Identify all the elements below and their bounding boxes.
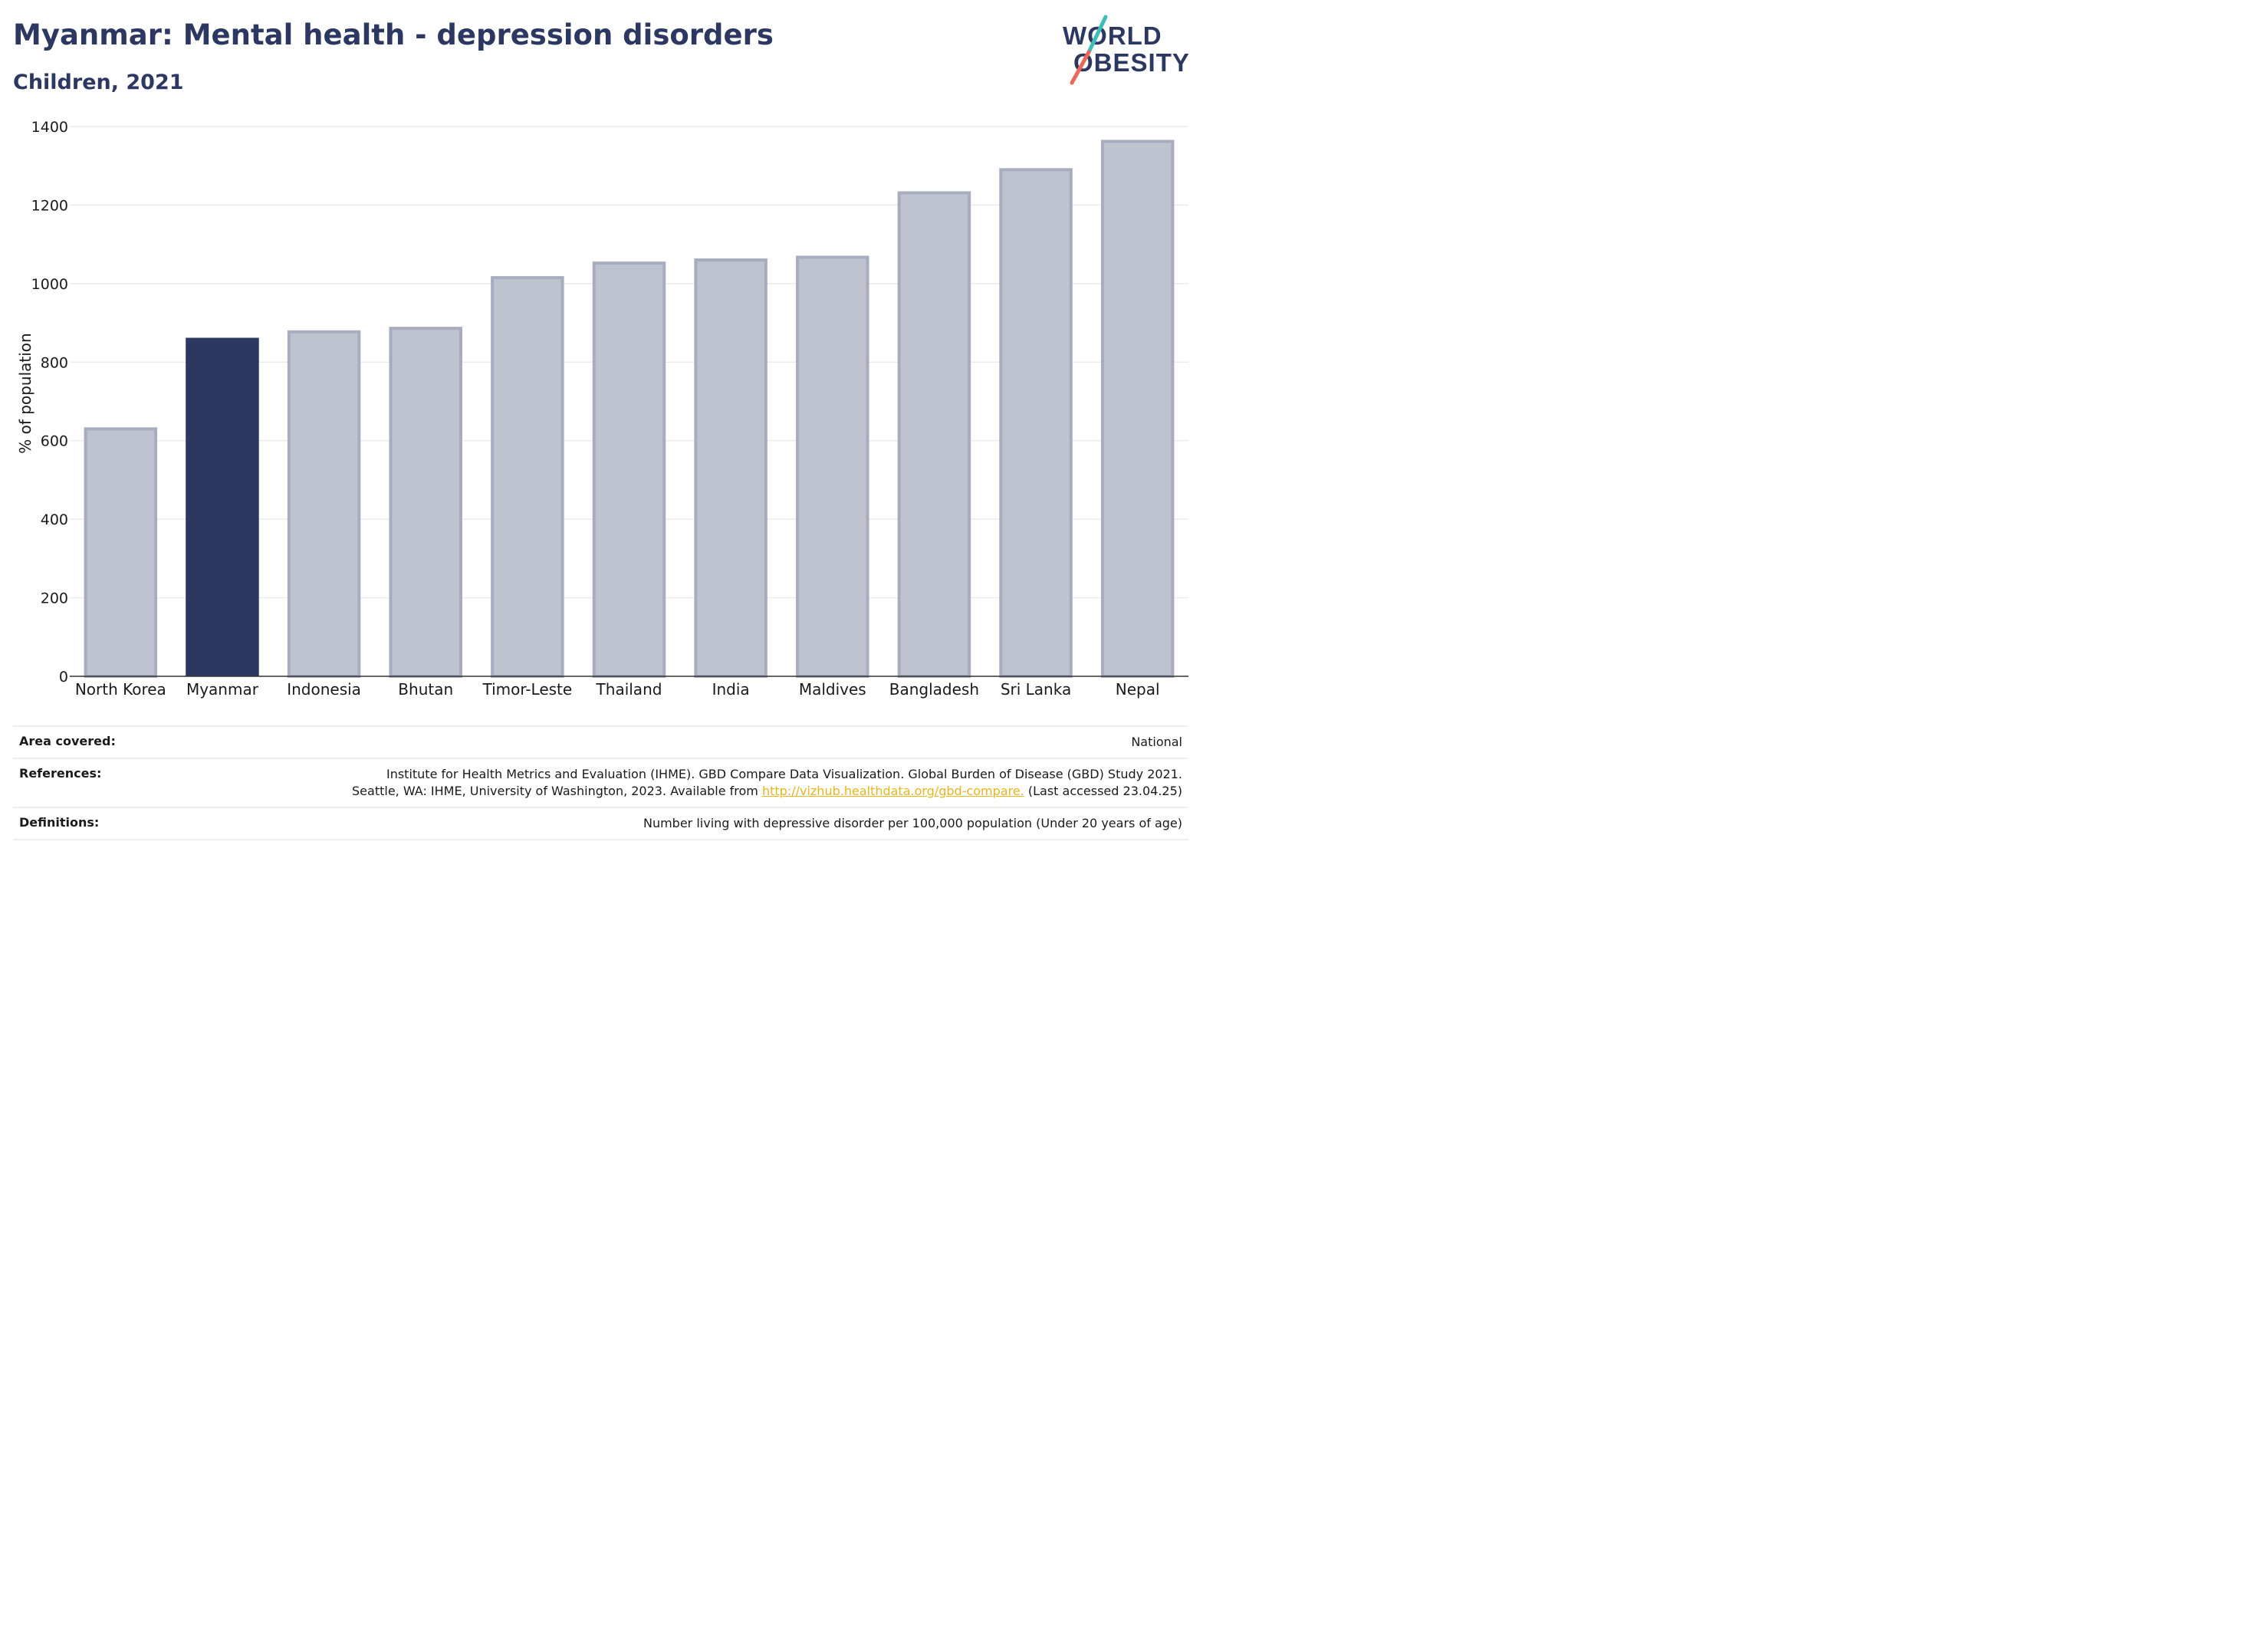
references-value: Institute for Health Metrics and Evaluat…	[352, 766, 1182, 800]
info-row-references: References: Institute for Health Metrics…	[13, 758, 1188, 807]
y-tick-label: 200	[41, 590, 68, 607]
bar-indonesia	[287, 330, 361, 678]
bar-chart: 0 200 400 600 800 1000 1200 1400 North Korea Myan…	[16, 119, 1188, 699]
references-label: References:	[19, 766, 102, 781]
bar-india	[694, 258, 768, 678]
references-line-2-end: (Last accessed 23.04.25)	[1024, 784, 1182, 798]
y-tick-label: 0	[59, 669, 68, 685]
bar-myanmar	[186, 337, 259, 676]
world-obesity-logo: WORLD OBESITY	[1063, 15, 1190, 85]
y-tick-label: 1400	[31, 119, 68, 136]
x-tick-label: Indonesia	[287, 680, 361, 699]
x-tick-label: Bangladesh	[889, 680, 979, 699]
info-row-definitions: Definitions: Number living with depressi…	[13, 807, 1188, 840]
x-tick-label: Myanmar	[186, 680, 259, 699]
bar-sri-lanka	[999, 168, 1073, 678]
bars	[84, 140, 1175, 679]
x-tick-label: Thailand	[596, 680, 662, 699]
references-line-2: Seattle, WA: IHME, University of Washing…	[352, 784, 762, 798]
page-subtitle: Children, 2021	[13, 71, 184, 94]
bar-bangladesh	[897, 191, 971, 678]
bar-timor-leste	[491, 276, 564, 679]
info-table: Area covered: National References: Insti…	[13, 725, 1188, 840]
bar-north-korea	[84, 427, 158, 679]
y-tick-label: 600	[41, 433, 68, 450]
page-title: Myanmar: Mental health - depression diso…	[13, 18, 774, 51]
x-tick-label: Timor-Leste	[482, 680, 573, 699]
x-tick-label: Maldives	[799, 680, 866, 699]
y-tick-label: 800	[41, 354, 68, 371]
y-tick-label: 1000	[31, 276, 68, 293]
bar-bhutan	[389, 327, 462, 678]
y-tick-label: 1200	[31, 197, 68, 214]
svg-text:OBESITY: OBESITY	[1073, 48, 1190, 77]
svg-text:WORLD: WORLD	[1063, 21, 1162, 50]
x-tick-label: Nepal	[1116, 680, 1160, 699]
bar-thailand	[592, 261, 666, 679]
x-tick-label: Bhutan	[398, 680, 453, 699]
bar-nepal	[1100, 140, 1175, 679]
info-row-area: Area covered: National	[13, 725, 1188, 758]
x-tick-label: India	[712, 680, 750, 699]
axes: 0 200 400 600 800 1000 1200 1400 North Korea Myan…	[31, 119, 1188, 699]
references-link[interactable]: http://vizhub.healthdata.org/gbd-compare…	[761, 784, 1024, 798]
references-line-1: Institute for Health Metrics and Evaluat…	[386, 767, 1182, 781]
bar-maldives	[796, 255, 869, 678]
x-tick-label: Sri Lanka	[1001, 680, 1071, 699]
area-covered-label: Area covered:	[19, 734, 116, 748]
area-covered-value: National	[1131, 735, 1182, 749]
definitions-label: Definitions:	[19, 815, 100, 830]
y-axis-label: % of population	[16, 333, 35, 453]
y-tick-label: 400	[41, 511, 68, 528]
x-tick-label: North Korea	[75, 680, 166, 699]
definitions-value: Number living with depressive disorder p…	[643, 816, 1182, 830]
